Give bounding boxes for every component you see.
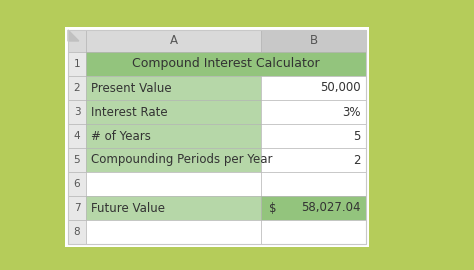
Bar — [68, 52, 86, 76]
Text: 50,000: 50,000 — [320, 82, 361, 94]
Text: Present Value: Present Value — [91, 82, 172, 94]
Bar — [68, 220, 86, 244]
Polygon shape — [68, 30, 79, 41]
Text: 3: 3 — [73, 107, 80, 117]
Bar — [261, 30, 366, 52]
Text: # of Years: # of Years — [91, 130, 151, 143]
Bar — [261, 172, 366, 196]
Text: Interest Rate: Interest Rate — [91, 106, 168, 119]
Text: Future Value: Future Value — [91, 201, 165, 214]
Bar — [86, 172, 261, 196]
Text: 4: 4 — [73, 131, 80, 141]
Text: 5: 5 — [354, 130, 361, 143]
Text: Compound Interest Calculator: Compound Interest Calculator — [132, 58, 320, 70]
Bar — [86, 76, 261, 100]
Text: B: B — [310, 35, 318, 48]
Bar — [68, 172, 86, 196]
Bar — [86, 220, 261, 244]
Text: Compounding Periods per Year: Compounding Periods per Year — [91, 154, 273, 167]
Text: 3%: 3% — [343, 106, 361, 119]
Bar — [68, 76, 86, 100]
Bar — [68, 196, 86, 220]
Bar — [86, 148, 261, 172]
Text: $: $ — [269, 201, 276, 214]
Text: 1: 1 — [73, 59, 80, 69]
Bar — [68, 100, 86, 124]
Bar — [86, 100, 261, 124]
Bar — [86, 124, 261, 148]
Text: 7: 7 — [73, 203, 80, 213]
Text: 8: 8 — [73, 227, 80, 237]
Bar — [68, 148, 86, 172]
Bar — [86, 196, 261, 220]
Text: A: A — [170, 35, 177, 48]
Text: 58,027.04: 58,027.04 — [301, 201, 361, 214]
Bar — [68, 30, 86, 52]
Bar — [68, 124, 86, 148]
Bar — [261, 76, 366, 100]
Text: 5: 5 — [73, 155, 80, 165]
Bar — [68, 30, 366, 244]
Text: 2: 2 — [73, 83, 80, 93]
Bar — [261, 100, 366, 124]
Bar — [261, 196, 366, 220]
Bar — [261, 220, 366, 244]
Bar — [65, 27, 369, 247]
Bar — [261, 148, 366, 172]
Bar — [261, 124, 366, 148]
Text: 6: 6 — [73, 179, 80, 189]
Bar — [86, 30, 261, 52]
Bar — [86, 52, 366, 76]
Text: 2: 2 — [354, 154, 361, 167]
